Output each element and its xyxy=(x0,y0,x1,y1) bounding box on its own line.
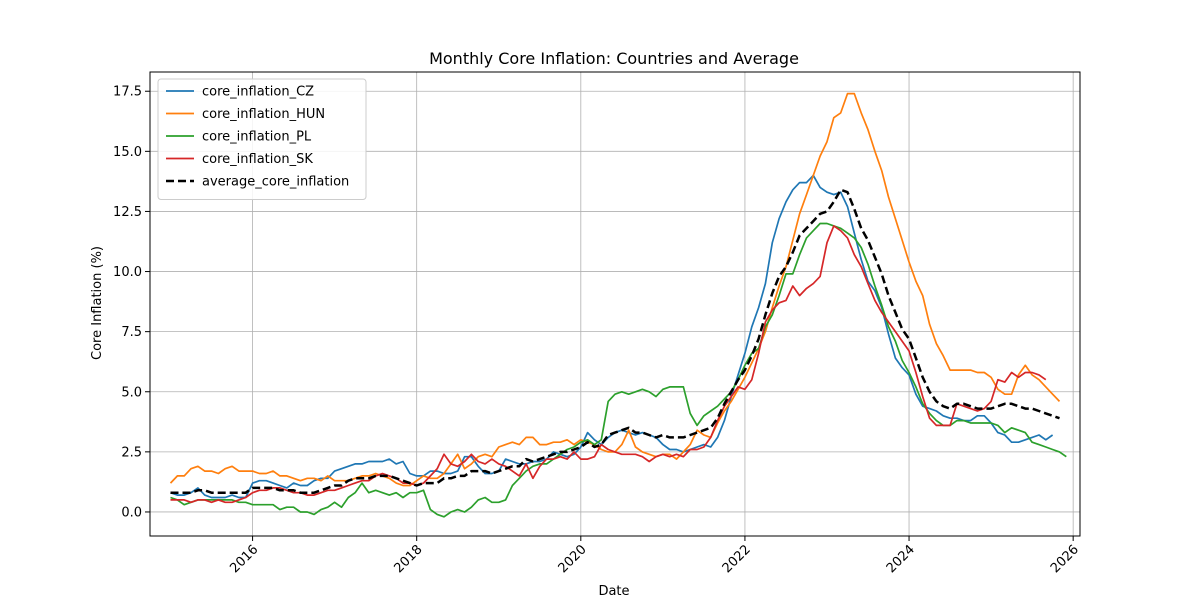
x-tick-label: 2022 xyxy=(720,542,754,576)
y-tick-label: 5.0 xyxy=(121,385,142,400)
y-tick-label: 15.0 xyxy=(113,145,142,160)
y-tick-label: 12.5 xyxy=(113,205,142,220)
series-line-core-inflation-SK xyxy=(170,225,1047,504)
series-line-core-inflation-CZ xyxy=(170,174,1054,499)
x-tick-label: 2020 xyxy=(556,542,590,576)
x-tick-label: 2018 xyxy=(392,542,426,576)
axis-ticks: 2016 2018 2020 2022 2024 2026 0.0 2.5 5.0 7.5 10.0… xyxy=(113,85,1082,576)
series-lines xyxy=(169,92,1067,518)
x-tick-label: 2026 xyxy=(1048,542,1082,576)
x-axis-title: Date xyxy=(598,584,629,599)
y-axis-title: Core Inflation (%) xyxy=(90,246,105,360)
legend: core_inflation_CZ core_inflation_HUN core_… xyxy=(157,78,367,200)
y-tick-label: 10.0 xyxy=(113,265,142,280)
legend-label: core_inflation_CZ xyxy=(202,85,314,100)
y-tick-label: 17.5 xyxy=(113,85,142,100)
legend-label: average_core_inflation xyxy=(202,175,349,190)
legend-label: core_inflation_HUN xyxy=(202,107,325,122)
y-tick-label: 2.5 xyxy=(121,445,142,460)
y-tick-label: 7.5 xyxy=(121,325,142,340)
legend-label: core_inflation_SK xyxy=(202,152,313,167)
x-tick-label: 2016 xyxy=(227,542,261,576)
legend-box xyxy=(157,78,367,200)
chart-title: Monthly Core Inflation: Countries and Av… xyxy=(429,49,799,68)
y-tick-label: 0.0 xyxy=(121,505,142,520)
series-line-core-inflation-PL xyxy=(170,222,1067,518)
plot-area-frame xyxy=(149,71,1081,537)
x-tick-label: 2024 xyxy=(884,542,918,576)
legend-label: core_inflation_PL xyxy=(202,130,312,145)
grid xyxy=(150,72,1080,536)
series-line-average-core-inflation xyxy=(170,188,1060,494)
